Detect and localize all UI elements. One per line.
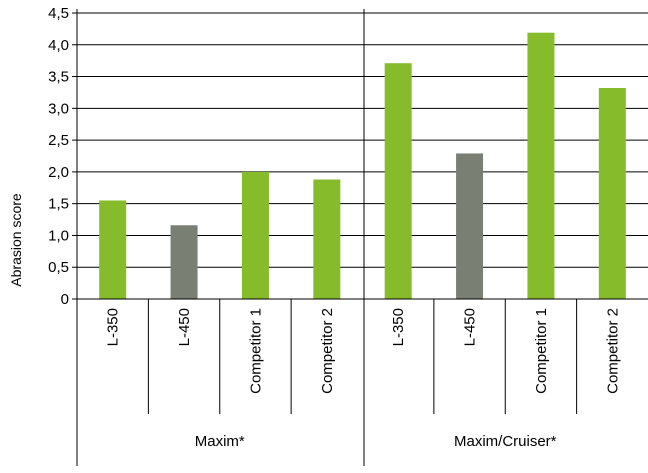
bar-l-450	[170, 225, 198, 299]
group-labels: Maxim* Maxim/Cruiser*	[195, 433, 557, 450]
y-tick-label: 1,0	[48, 227, 69, 244]
x-category-label: L-350	[105, 308, 122, 346]
x-category-label: L-450	[176, 308, 193, 346]
y-tick-label: 1,5	[48, 196, 69, 213]
bar-l-450	[456, 153, 484, 299]
x-category-label: Competitor 2	[604, 308, 621, 394]
x-category-label: Competitor 1	[247, 308, 264, 394]
y-tick-labels: 0 0,5 1,0 1,5 2,0 2,5 3,0 3,5 4,0 4,5	[48, 5, 69, 308]
bars	[99, 32, 626, 300]
group-label: Maxim/Cruiser*	[454, 433, 557, 450]
group-label: Maxim*	[195, 433, 245, 450]
bar-l-350	[99, 200, 127, 299]
y-tick-label: 0,5	[48, 259, 69, 276]
y-tick-label: 0	[61, 291, 69, 308]
y-tick-label: 4,5	[48, 5, 69, 22]
bar-l-350	[384, 63, 412, 299]
x-category-labels: L-350 L-450 Competitor 1 Competitor 2 L-350 L…	[105, 308, 622, 394]
y-tick-label: 3,5	[48, 69, 69, 86]
bar-competitor-2	[598, 87, 626, 300]
axes	[72, 9, 648, 466]
x-category-label: L-450	[462, 308, 479, 346]
bar-competitor-1	[527, 32, 555, 300]
x-category-label: Competitor 1	[533, 308, 550, 394]
gridlines	[77, 12, 648, 268]
y-tick-label: 4,0	[48, 37, 69, 54]
x-category-label: L-350	[390, 308, 407, 346]
y-tick-label: 2,5	[48, 132, 69, 149]
y-tick-label: 2,0	[48, 164, 69, 181]
y-axis-label: Abrasion score	[8, 193, 24, 287]
bar-competitor-2	[313, 179, 341, 299]
x-category-label: Competitor 2	[319, 308, 336, 394]
y-tick-label: 3,0	[48, 100, 69, 117]
bar-competitor-1	[241, 171, 269, 299]
